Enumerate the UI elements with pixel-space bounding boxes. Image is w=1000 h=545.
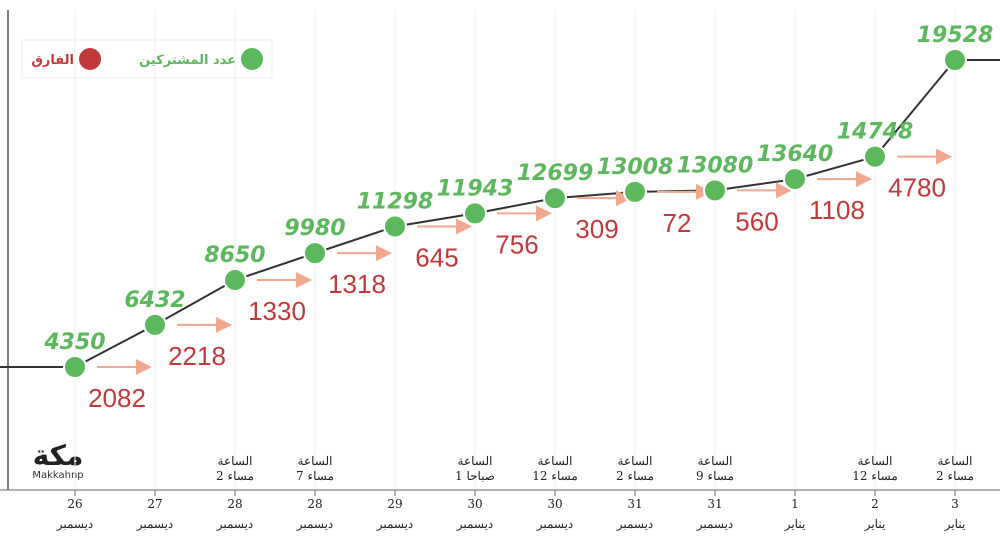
- diff-label: 560: [735, 206, 778, 236]
- x-time-label: 2 مساء: [616, 469, 654, 483]
- x-month-label: ديسمبر: [696, 517, 734, 531]
- logo-name: مكة: [33, 439, 84, 472]
- x-day-label: 28: [227, 497, 242, 511]
- point: [383, 214, 407, 239]
- x-time-label: الساعة: [618, 454, 653, 468]
- value-label: 14748: [837, 120, 914, 145]
- x-month-label: ديسمبر: [536, 517, 574, 531]
- point: [623, 179, 647, 204]
- value-label: 11298: [357, 189, 434, 214]
- line: [74, 59, 956, 368]
- x-time-label: 1 صباحا: [455, 469, 495, 483]
- x-day-label: 29: [387, 497, 402, 511]
- point: [703, 178, 727, 203]
- legend-marker: [79, 48, 101, 70]
- x-time-label: 12 مساء: [852, 469, 898, 483]
- value-label: 13008: [597, 155, 674, 180]
- diff-label: 72: [663, 208, 692, 238]
- point: [223, 268, 247, 293]
- x-month-label: يناير: [944, 517, 966, 531]
- x-time-label: الساعة: [458, 454, 493, 468]
- point: [303, 241, 327, 266]
- x-day-label: 31: [627, 497, 642, 511]
- x-month-label: ديسمبر: [296, 517, 334, 531]
- diff-label: 4780: [888, 173, 946, 203]
- x-day-label: 1: [791, 497, 799, 511]
- value-label: 6432: [124, 288, 185, 313]
- point: [943, 48, 967, 72]
- x-month-label: ديسمبر: [456, 517, 494, 531]
- legend-label: الفارق: [31, 53, 74, 68]
- logo-handle: Makkahnp: [32, 470, 83, 481]
- x-month-label: ديسمبر: [376, 517, 414, 531]
- logo: مكة Makkahnp: [32, 439, 83, 481]
- diff-label: 756: [495, 229, 538, 259]
- point: [63, 355, 87, 379]
- value-label: 13080: [677, 153, 754, 178]
- x-time-label: الساعة: [538, 454, 573, 468]
- x-day-label: 31: [707, 497, 722, 511]
- x-day-label: 30: [467, 497, 482, 511]
- point: [783, 167, 807, 192]
- x-month-label: ديسمبر: [56, 517, 94, 531]
- value-label: 9980: [284, 216, 345, 241]
- x-time-label: 2 مساء: [216, 469, 254, 483]
- x-day-label: 30: [547, 497, 562, 511]
- value-label: 13640: [757, 142, 834, 167]
- x-month-label: يناير: [864, 517, 886, 531]
- diff-label: 309: [575, 214, 618, 244]
- x-month-label: يناير: [784, 517, 806, 531]
- x-time-label: الساعة: [218, 454, 253, 468]
- point: [463, 201, 487, 226]
- x-month-label: ديسمبر: [136, 517, 174, 531]
- x-time-label: 12 مساء: [532, 469, 578, 483]
- diff-label: 645: [415, 242, 458, 272]
- x-day-label: 3: [951, 497, 959, 511]
- point: [543, 186, 567, 211]
- x-time-label: 2 مساء: [936, 469, 974, 483]
- legend-marker: [241, 48, 263, 70]
- x-time-label: الساعة: [858, 454, 893, 468]
- x-time-label: 9 مساء: [696, 469, 734, 483]
- x-day-label: 26: [67, 497, 82, 511]
- x-month-label: ديسمبر: [216, 517, 254, 531]
- point: [863, 144, 887, 169]
- value-label: 12699: [517, 161, 594, 186]
- legend-box: [21, 39, 273, 79]
- x-time-label: الساعة: [698, 454, 733, 468]
- diff-label: 1318: [328, 269, 386, 299]
- x-time-label: الساعة: [938, 454, 973, 468]
- x-day-label: 28: [307, 497, 322, 511]
- x-time-label: الساعة: [298, 454, 333, 468]
- value-label: 8650: [204, 243, 265, 268]
- point: [143, 312, 167, 337]
- value-label: 19528: [917, 23, 994, 48]
- x-time-label: 7 مساء: [296, 469, 334, 483]
- diff-label: 2218: [168, 341, 226, 371]
- x-day-label: 27: [147, 497, 162, 511]
- diff-label: 2082: [88, 383, 146, 413]
- value-label: 11943: [437, 176, 514, 201]
- diff-label: 1330: [248, 296, 306, 326]
- x-day-label: 2: [871, 497, 879, 511]
- value-label: 4350: [43, 330, 105, 355]
- diff-label: 1108: [809, 195, 865, 225]
- x-month-label: ديسمبر: [616, 517, 654, 531]
- legend-label: عدد المشتركين: [139, 53, 236, 68]
